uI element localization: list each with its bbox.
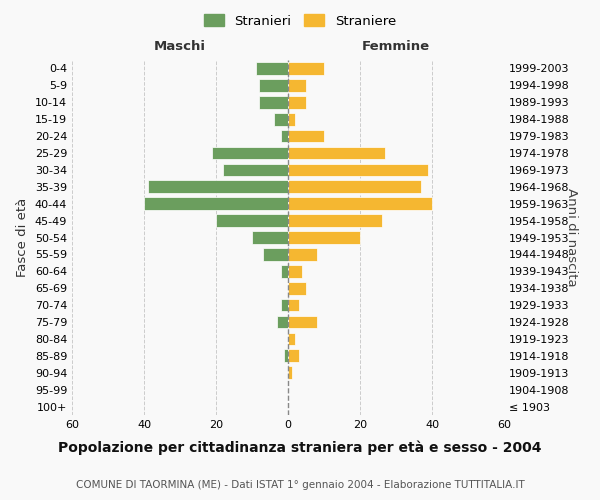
Bar <box>259 96 288 108</box>
Bar <box>144 198 288 210</box>
Bar <box>288 130 324 142</box>
Bar <box>288 79 306 92</box>
Bar <box>256 62 288 75</box>
Bar <box>288 146 385 160</box>
Bar <box>288 113 295 126</box>
Bar <box>288 198 432 210</box>
Bar <box>288 299 299 312</box>
Y-axis label: Fasce di età: Fasce di età <box>16 198 29 277</box>
Bar <box>288 265 302 278</box>
Bar <box>274 113 288 126</box>
Y-axis label: Anni di nascita: Anni di nascita <box>565 188 578 287</box>
Bar <box>277 316 288 328</box>
Bar <box>288 350 299 362</box>
Bar <box>288 366 292 379</box>
Bar <box>288 164 428 176</box>
Bar <box>288 96 306 108</box>
Bar <box>212 146 288 160</box>
Text: Maschi: Maschi <box>154 40 206 52</box>
Bar <box>259 79 288 92</box>
Bar <box>281 299 288 312</box>
Bar <box>288 180 421 193</box>
Bar <box>288 282 306 294</box>
Text: Femmine: Femmine <box>362 40 430 52</box>
Bar <box>281 130 288 142</box>
Bar <box>288 62 324 75</box>
Text: COMUNE DI TAORMINA (ME) - Dati ISTAT 1° gennaio 2004 - Elaborazione TUTTITALIA.I: COMUNE DI TAORMINA (ME) - Dati ISTAT 1° … <box>76 480 524 490</box>
Bar <box>223 164 288 176</box>
Bar <box>288 231 360 244</box>
Legend: Stranieri, Straniere: Stranieri, Straniere <box>199 9 401 33</box>
Bar <box>252 231 288 244</box>
Text: Popolazione per cittadinanza straniera per età e sesso - 2004: Popolazione per cittadinanza straniera p… <box>58 440 542 455</box>
Bar <box>288 332 295 345</box>
Bar <box>288 316 317 328</box>
Bar <box>148 180 288 193</box>
Bar <box>288 214 382 227</box>
Bar <box>216 214 288 227</box>
Bar <box>288 248 317 260</box>
Bar <box>281 265 288 278</box>
Bar <box>284 350 288 362</box>
Bar <box>263 248 288 260</box>
